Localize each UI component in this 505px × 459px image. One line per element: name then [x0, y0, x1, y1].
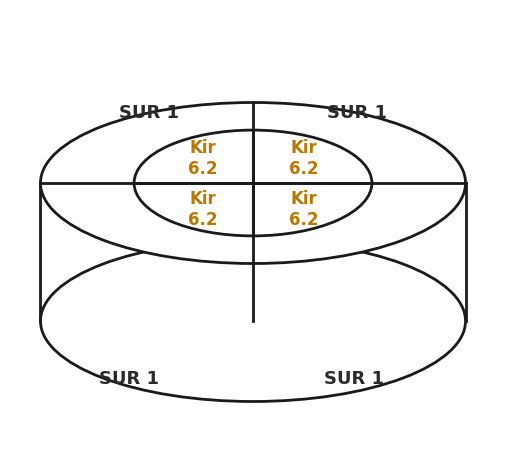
Ellipse shape: [40, 241, 465, 402]
Text: Kir
6.2: Kir 6.2: [288, 190, 318, 228]
Ellipse shape: [40, 103, 465, 264]
Text: SUR 1: SUR 1: [99, 369, 159, 388]
Text: SUR 1: SUR 1: [326, 103, 386, 122]
Text: SUR 1: SUR 1: [324, 369, 383, 388]
Text: Kir
6.2: Kir 6.2: [187, 190, 217, 228]
Text: Kir
6.2: Kir 6.2: [187, 139, 217, 178]
Text: SUR 1: SUR 1: [119, 103, 179, 122]
Text: Kir
6.2: Kir 6.2: [288, 139, 318, 178]
Ellipse shape: [134, 131, 371, 236]
